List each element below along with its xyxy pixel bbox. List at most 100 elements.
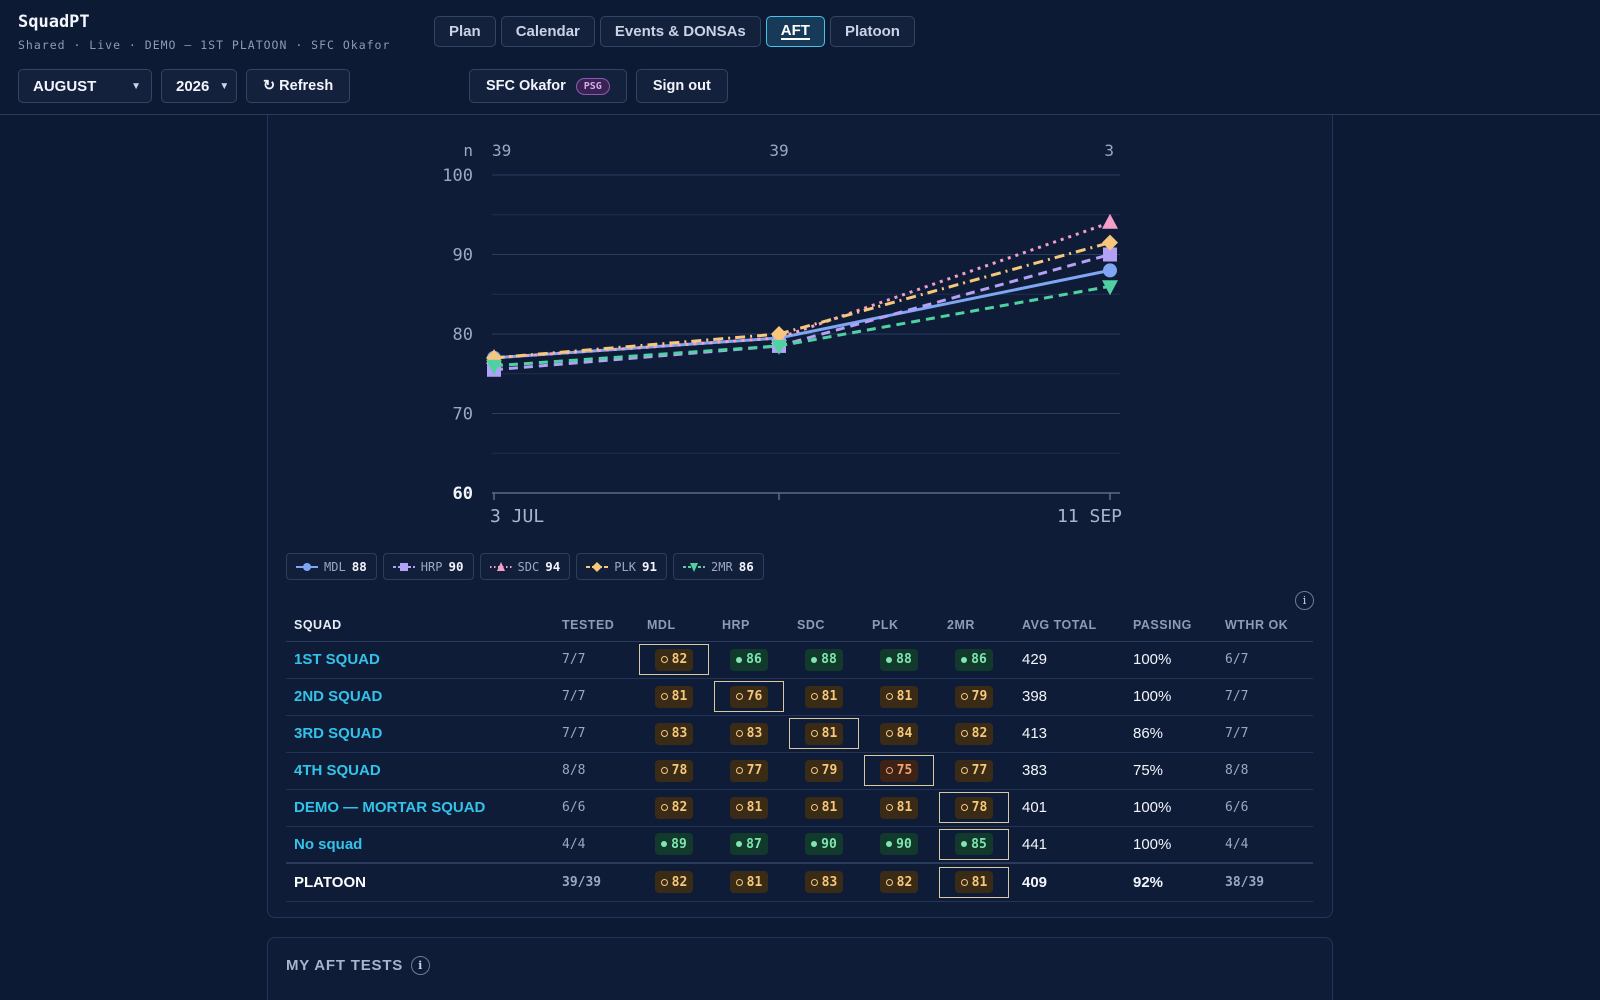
- score-cell: 88: [789, 641, 864, 679]
- my-aft-tests-title: MY AFT TESTS i: [286, 956, 431, 975]
- info-icon[interactable]: i: [411, 956, 431, 975]
- col-2mr[interactable]: 2MR: [939, 610, 1014, 642]
- tab-platoon[interactable]: Platoon: [829, 16, 915, 47]
- score-badge: 81: [804, 722, 844, 745]
- score-cell: 87: [714, 826, 789, 864]
- table-row[interactable]: 1ST SQUAD 7/7 82 86 88 88 86 429 100% 6/7: [286, 641, 1313, 679]
- y-tick-label: 90: [453, 246, 473, 266]
- month-select[interactable]: AUGUST ▼: [18, 69, 152, 103]
- platoon-total-row[interactable]: PLATOON 39/39 82 81 83 82 81 409 92% 38/39: [286, 862, 1313, 902]
- info-icon[interactable]: i: [1295, 591, 1314, 610]
- score-badge: 81: [954, 871, 994, 894]
- score-cell: 79: [789, 752, 864, 790]
- table-row[interactable]: 2ND SQUAD 7/7 81 76 81 81 79 398 100% 7/7: [286, 678, 1313, 716]
- caution-ring-icon: [735, 767, 743, 774]
- legend-item-2mr[interactable]: 2MR 86: [673, 553, 764, 580]
- caution-ring-icon: [810, 767, 818, 774]
- score-badge: 81: [654, 685, 694, 708]
- score-badge: 89: [655, 833, 693, 856]
- passing-rate: 100%: [1125, 826, 1217, 864]
- score-value: 81: [671, 689, 688, 704]
- caution-ring-icon: [885, 767, 893, 774]
- score-cell: 83: [639, 715, 714, 753]
- score-badge: 81: [879, 685, 919, 708]
- score-value: 81: [821, 689, 838, 704]
- score-cell: 81: [639, 678, 714, 716]
- tab-plan[interactable]: Plan: [434, 16, 496, 47]
- caution-ring-icon: [660, 693, 668, 700]
- score-wrap: 81: [789, 681, 859, 712]
- passing-rate: 100%: [1125, 678, 1217, 716]
- squad-link[interactable]: DEMO — MORTAR SQUAD: [286, 789, 554, 827]
- user-button[interactable]: SFC Okafor PSG: [469, 69, 627, 103]
- squad-link[interactable]: 4TH SQUAD: [286, 752, 554, 790]
- score-wrap: 82: [639, 792, 709, 823]
- table-row[interactable]: DEMO — MORTAR SQUAD 6/6 82 81 81 81 78 401 100% 6…: [286, 789, 1313, 827]
- caution-ring-icon: [960, 878, 968, 886]
- score-cell: 77: [714, 752, 789, 790]
- user-controls: SFC Okafor PSG Sign out: [469, 69, 728, 103]
- x-tick-label: 11 SEP: [1057, 506, 1122, 527]
- avg-total: 429: [1014, 641, 1125, 679]
- refresh-button[interactable]: ↻ Refresh: [246, 69, 351, 103]
- col-sdc[interactable]: SDC: [789, 610, 864, 642]
- squad-link[interactable]: 1ST SQUAD: [286, 641, 554, 679]
- score-value: 79: [971, 689, 988, 704]
- col-avg-total[interactable]: AVG TOTAL: [1014, 610, 1125, 642]
- table-row[interactable]: 3RD SQUAD 7/7 83 83 81 84 82 413 86% 7/7: [286, 715, 1313, 753]
- tab-aft[interactable]: AFT: [765, 16, 825, 47]
- brand: SquadPT Shared · Live · DEMO — 1ST PLATO…: [18, 12, 390, 52]
- legend-name: HRP: [420, 559, 443, 574]
- legend-swatch: [586, 561, 609, 572]
- score-badge: 78: [954, 796, 994, 819]
- tab-events-donsas[interactable]: Events & DONSAs: [599, 16, 761, 47]
- legend-item-plk[interactable]: PLK 91: [576, 553, 667, 580]
- score-cell: 88: [864, 641, 939, 679]
- data-point-mdl: [1103, 263, 1117, 278]
- signout-button[interactable]: Sign out: [635, 69, 728, 103]
- col-tested[interactable]: TESTED: [554, 610, 639, 642]
- year-select[interactable]: 2026 ▼: [161, 69, 237, 103]
- legend-name: 2MR: [711, 559, 733, 574]
- score-cell: 81: [789, 678, 864, 716]
- score-wrap: 84: [864, 718, 934, 749]
- score-cell: 78: [939, 789, 1014, 827]
- col-squad[interactable]: SQUAD: [286, 610, 554, 642]
- score-cell: 75: [864, 752, 939, 790]
- score-cell: 81: [864, 678, 939, 716]
- score-badge: 85: [955, 833, 993, 856]
- score-value: 77: [746, 763, 763, 778]
- n-count-label: 39: [769, 141, 788, 160]
- table-row[interactable]: No squad 4/4 89 87 90 90 85 441 100% 4/4: [286, 826, 1313, 864]
- y-tick-label: 70: [453, 405, 473, 425]
- squad-link[interactable]: 3RD SQUAD: [286, 715, 554, 753]
- col-mdl[interactable]: MDL: [639, 610, 714, 642]
- caution-ring-icon: [810, 730, 818, 737]
- col-passing[interactable]: PASSING: [1125, 610, 1217, 642]
- legend-item-sdc[interactable]: SDC 94: [479, 553, 571, 580]
- legend-item-mdl[interactable]: MDL 88: [286, 553, 377, 580]
- squad-link[interactable]: 2ND SQUAD: [286, 678, 554, 716]
- legend-item-hrp[interactable]: HRP 90: [382, 553, 474, 580]
- score-cell: 82: [864, 862, 939, 902]
- chevron-down-icon: ▼: [131, 80, 141, 92]
- weather-ok-count: 7/7: [1217, 678, 1313, 716]
- tested-count: 7/7: [554, 641, 639, 679]
- col-plk[interactable]: PLK: [864, 610, 939, 642]
- nav-tabs: Plan Calendar Events & DONSAs AFT Platoo…: [434, 16, 915, 47]
- signout-label: Sign out: [652, 78, 711, 94]
- squad-link[interactable]: No squad: [286, 826, 554, 864]
- data-point-hrp: [1103, 247, 1117, 262]
- table-row[interactable]: 4TH SQUAD 8/8 78 77 79 75 77 383 75% 8/8: [286, 752, 1313, 790]
- refresh-label: ↻ Refresh: [263, 78, 334, 94]
- col-hrp[interactable]: HRP: [714, 610, 789, 642]
- platoon-label: PLATOON: [286, 862, 554, 902]
- caution-ring-icon: [660, 767, 668, 774]
- score-badge: 82: [954, 722, 994, 745]
- series-line-2mr: [493, 284, 1111, 368]
- score-badge: 82: [879, 871, 919, 894]
- avg-total: 398: [1014, 678, 1125, 716]
- score-value: 83: [746, 726, 763, 741]
- tab-calendar[interactable]: Calendar: [500, 16, 595, 47]
- col-wthr-ok[interactable]: WTHR OK: [1217, 610, 1313, 642]
